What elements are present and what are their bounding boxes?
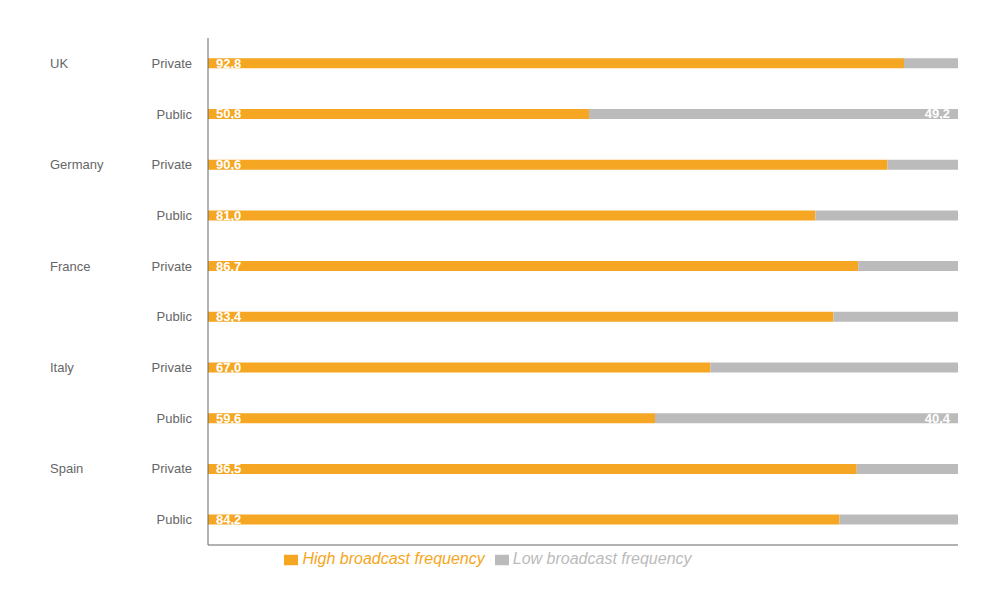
svg-text:Public: Public [157, 512, 193, 527]
svg-text:86,7: 86,7 [216, 259, 241, 274]
svg-text:Germany: Germany [50, 157, 104, 172]
svg-text:81,0: 81,0 [216, 208, 241, 223]
svg-text:90,6: 90,6 [216, 157, 241, 172]
svg-text:Public: Public [157, 107, 193, 122]
svg-text:83,4: 83,4 [216, 309, 242, 324]
svg-text:Private: Private [152, 56, 192, 71]
svg-text:84,2: 84,2 [216, 512, 241, 527]
svg-text:86,5: 86,5 [216, 461, 241, 476]
svg-text:Spain: Spain [50, 461, 83, 476]
svg-text:Public: Public [157, 411, 193, 426]
svg-text:Public: Public [157, 309, 193, 324]
svg-text:Italy: Italy [50, 360, 74, 375]
svg-text:40,4: 40,4 [925, 411, 951, 426]
svg-text:Private: Private [152, 360, 192, 375]
svg-text:Private: Private [152, 259, 192, 274]
svg-text:Private: Private [152, 461, 192, 476]
svg-text:Public: Public [157, 208, 193, 223]
svg-text:49,2: 49,2 [925, 106, 950, 121]
svg-text:92,8: 92,8 [216, 56, 241, 71]
html-text:Low broadcast frequency: Low broadcast frequency [512, 550, 692, 567]
svg-text:59,6: 59,6 [216, 411, 241, 426]
html-text:High broadcast frequency: High broadcast frequency [302, 550, 485, 567]
svg-text:67,0: 67,0 [216, 360, 241, 375]
svg-text:50,8: 50,8 [216, 106, 241, 121]
svg-text:Private: Private [152, 157, 192, 172]
svg-text:France: France [50, 259, 90, 274]
svg-text:UK: UK [50, 56, 68, 71]
